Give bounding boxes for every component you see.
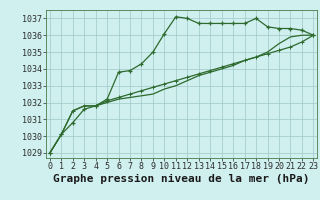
X-axis label: Graphe pression niveau de la mer (hPa): Graphe pression niveau de la mer (hPa): [53, 174, 310, 184]
